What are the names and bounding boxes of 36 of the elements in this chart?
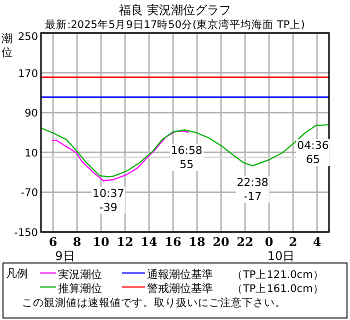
y-tick-label: 10 [24,147,38,160]
annotation: 22:38 -17 [236,176,268,203]
y-tick-label: 170 [18,68,38,80]
x-tick-label: 18 [188,235,206,249]
text: （TP上161.0cm） [232,282,324,295]
y-tick-label: 250 [18,31,38,43]
y-tick-label: -70 [20,187,38,200]
x-tick-label: 14 [140,235,158,249]
legend-label: 通報潮位基準 [147,268,213,281]
x-tick-label: 8 [72,235,82,249]
x-tick-label: 6 [48,235,58,249]
annotation: 16:58 55 [170,144,202,172]
text: この観測値は速報値です。取り扱いにご注意下さい。 [22,296,286,309]
legend-title: 凡例 [6,267,28,280]
y-tick-label: 90 [24,108,38,120]
annotation: 10:37 -39 [92,186,124,214]
annotation: 04:36 65 [297,139,329,166]
text: （TP上121.0cm） [232,268,324,281]
y-axis-title: 潮位 [2,32,12,59]
x-tick-label: 2 [288,235,298,249]
legend-label: 推算潮位 [58,282,102,295]
legend-label: 実況潮位 [58,268,102,281]
legend-label: 警戒潮位基準 [147,282,213,295]
x-tick-label: 0 [264,235,274,249]
x-tick-label: 4 [312,235,322,249]
chart-title: 福良 実況潮位グラフ [119,3,231,17]
x-tick-label: 20 [212,235,230,249]
text: 9日 [55,249,75,263]
x-tick-label: 22 [236,235,254,249]
line-series [40,124,330,178]
x-tick-label: 16 [164,235,182,249]
y-tick-label: -150 [14,227,38,239]
x-tick-label: 10 [92,235,110,249]
text: 10日 [267,249,295,263]
chart-subtitle: 最新:2025年5月9日17時50分(東京湾平均海面 TP上) [45,18,305,31]
x-tick-label: 12 [116,235,134,249]
